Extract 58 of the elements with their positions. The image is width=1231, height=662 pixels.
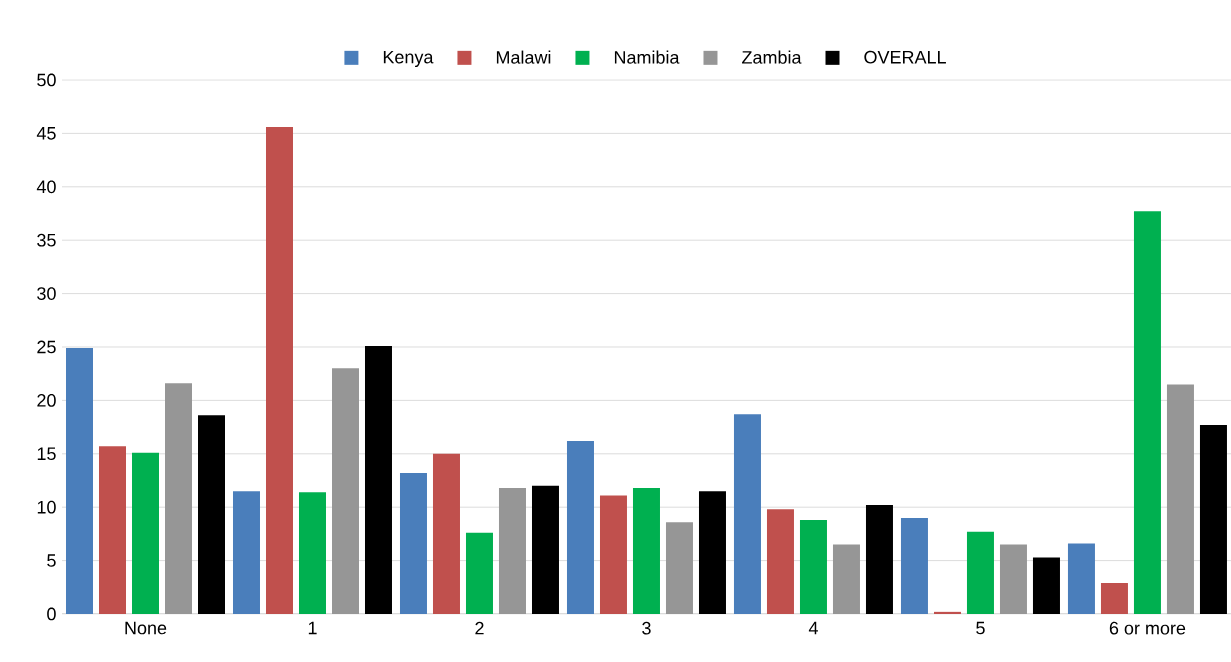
bar [566, 440, 594, 614]
bar [432, 453, 460, 614]
legend-label: Zambia [742, 50, 802, 64]
x-tick-label: 2 [475, 621, 484, 635]
bar [1100, 583, 1128, 614]
bar [531, 485, 559, 614]
bar [665, 522, 693, 614]
y-tick-label: 40 [36, 180, 56, 194]
bar [599, 495, 627, 614]
bar [698, 491, 726, 614]
bar [933, 611, 961, 614]
bar [132, 452, 159, 614]
bar [1166, 384, 1194, 614]
legend-label: Namibia [614, 50, 680, 64]
bar [165, 383, 192, 614]
bar [364, 345, 392, 614]
y-tick-label: 15 [37, 447, 56, 461]
bar [900, 517, 928, 614]
bar [799, 520, 827, 614]
y-tick-label: 0 [47, 607, 56, 621]
x-tick-label: 5 [976, 621, 985, 635]
legend-label: Kenya [383, 50, 434, 68]
bar [966, 531, 994, 614]
x-tick-label: None [125, 621, 167, 635]
bar [465, 532, 493, 614]
y-tick-label: 25 [37, 340, 56, 354]
x-tick-label: 6 or more [1109, 621, 1186, 635]
x-tick-label: 3 [642, 621, 651, 635]
y-tick-label: 45 [36, 127, 56, 140]
legend-label: Malawi [496, 50, 551, 64]
y-tick-label: 5 [47, 554, 56, 567]
bar [1067, 543, 1095, 614]
y-tick-label: 50 [37, 73, 56, 87]
x-tick-label: 1 [308, 621, 317, 635]
bar [265, 126, 293, 614]
bar [733, 414, 761, 614]
bar [498, 487, 526, 614]
y-tick-label: 30 [37, 287, 56, 300]
bar [766, 509, 794, 614]
bar [999, 544, 1027, 614]
legend-label: OVERALL [864, 50, 946, 64]
bar [865, 505, 893, 614]
y-tick-label: 35 [37, 233, 56, 247]
bar [632, 487, 660, 614]
y-tick-label: 10 [37, 500, 56, 514]
bar [332, 368, 359, 614]
y-tick-label: 20 [37, 394, 56, 407]
bar [832, 544, 860, 614]
bar [1032, 557, 1060, 614]
bar [66, 348, 93, 614]
bar [1199, 424, 1227, 614]
bar [1133, 211, 1161, 614]
bar [99, 446, 126, 614]
bar [232, 491, 260, 614]
bar [198, 415, 225, 614]
bar [298, 492, 326, 614]
x-tick-label: 4 [808, 621, 818, 635]
bar [399, 473, 427, 614]
